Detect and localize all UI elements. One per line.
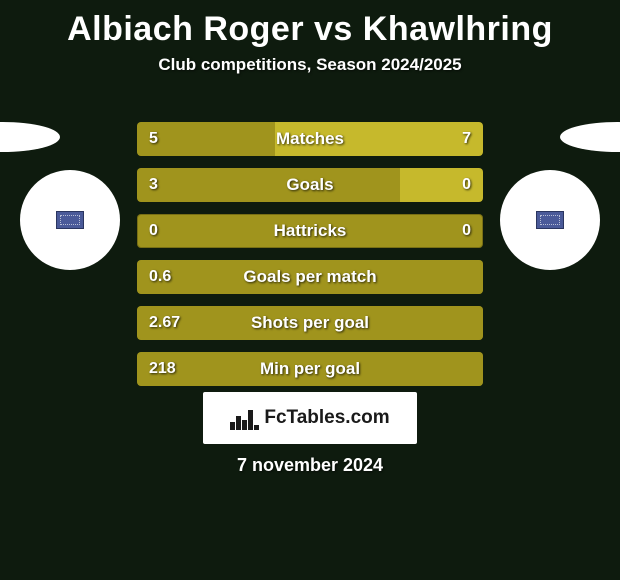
date-label: 7 november 2024 [0,455,620,476]
stat-label: Hattricks [137,214,483,248]
stat-left-fill [137,122,275,156]
stat-row-hattricks: 0 0 Hattricks [137,214,483,248]
subtitle: Club competitions, Season 2024/2025 [0,55,620,75]
stat-left-fill [137,352,483,386]
stat-right-fill [275,122,483,156]
right-player-oval [560,122,620,152]
flag-icon [536,211,564,229]
stat-left-fill [137,306,483,340]
logo-text: FcTables.com [264,407,389,429]
comparison-infographic: Albiach Roger vs Khawlhring Club competi… [0,0,620,580]
stat-row-goals-per-match: 0.6 Goals per match [137,260,483,294]
fctables-logo: FcTables.com [203,392,417,444]
stat-left-value: 0 [149,214,158,248]
right-player-badge [500,170,600,270]
flag-icon [56,211,84,229]
stat-row-min-per-goal: 218 Min per goal [137,352,483,386]
stat-left-fill [137,168,400,202]
stat-row-matches: 5 7 Matches [137,122,483,156]
stat-right-fill [400,168,483,202]
left-player-badge [20,170,120,270]
page-title: Albiach Roger vs Khawlhring [0,0,620,49]
stat-bars: 5 7 Matches 3 0 Goals 0 0 Hattricks 0.6 … [137,122,483,398]
stat-left-fill [137,260,483,294]
stat-right-value: 0 [462,214,471,248]
left-player-oval [0,122,60,152]
stat-row-shots-per-goal: 2.67 Shots per goal [137,306,483,340]
stat-row-goals: 3 0 Goals [137,168,483,202]
bar-chart-icon [230,406,258,430]
